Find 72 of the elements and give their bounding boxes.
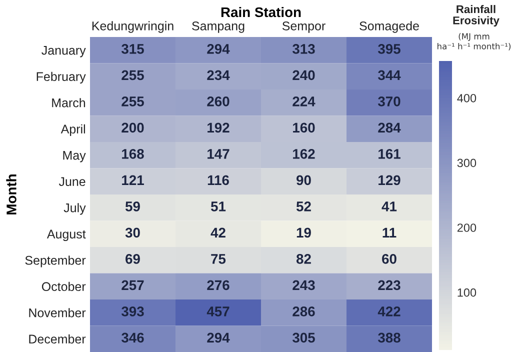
data-label: 243 [292, 280, 315, 290]
data-label: 255 [122, 96, 144, 106]
y-tick-label: December [29, 334, 86, 344]
data-label: 305 [292, 332, 315, 343]
data-label: 129 [378, 175, 400, 186]
data-label: 75 [211, 254, 226, 264]
y-tick-label: May [63, 151, 86, 162]
data-label: 313 [292, 44, 315, 54]
data-label: 51 [210, 202, 226, 212]
data-label: 240 [292, 70, 315, 80]
color-bar-title: Rainfall Erosivity [453, 5, 500, 27]
data-label: 200 [122, 122, 144, 133]
data-label: 257 [122, 280, 144, 290]
data-label: 30 [125, 228, 140, 238]
y-tick-label: June [58, 177, 86, 186]
data-label: 41 [382, 202, 397, 212]
data-label: 60 [382, 254, 396, 264]
y-tick-label: September [25, 256, 86, 268]
data-label: 286 [292, 306, 315, 316]
data-label: 223 [378, 280, 400, 290]
y-tick-label: April [60, 124, 85, 136]
color-bar-label: 400 [457, 94, 476, 102]
x-tick-label: Kedungwringin [92, 21, 174, 33]
data-label: 42 [210, 228, 226, 238]
x-axis-title: Rain Station [221, 6, 301, 18]
y-tick-label: July [64, 203, 86, 215]
text: (MJ mm ha⁻¹ h⁻¹ month⁻¹) [438, 33, 511, 50]
data-label: 52 [296, 202, 311, 212]
x-tick-label: Sempor [282, 22, 326, 33]
data-label: 344 [378, 70, 401, 80]
y-tick-label: August [46, 230, 86, 241]
y-tick-label: March [52, 98, 86, 108]
data-label: 276 [207, 280, 230, 290]
data-label: 162 [293, 149, 315, 159]
color-bar-label: 100 [458, 288, 476, 297]
y-axis-title: Month [6, 174, 16, 214]
data-label: 116 [208, 175, 229, 186]
color-bar-label: 300 [457, 158, 476, 168]
data-label: 393 [121, 306, 144, 316]
y-tick-label: October [42, 282, 86, 292]
data-label: 19 [296, 228, 311, 238]
data-label: 82 [296, 254, 311, 264]
data-label: 69 [126, 254, 140, 264]
data-label: 90 [296, 175, 311, 186]
data-label: 147 [208, 149, 230, 159]
color-bar-label: 200 [457, 224, 476, 232]
data-label: 255 [122, 70, 144, 80]
data-label: 121 [122, 175, 144, 185]
y-tick-label: February [36, 72, 86, 84]
y-tick-label: January [42, 46, 86, 58]
data-label: 395 [378, 44, 400, 54]
data-label: 294 [207, 44, 230, 54]
data-label: 59 [125, 202, 140, 212]
data-label: 260 [207, 96, 230, 106]
data-label: 168 [122, 149, 144, 159]
data-label: 294 [207, 332, 230, 343]
data-label: 234 [207, 70, 230, 80]
data-label: 370 [378, 96, 400, 106]
data-label: 224 [292, 96, 316, 106]
data-label: 160 [293, 122, 315, 133]
data-label: 315 [121, 44, 144, 54]
data-label: 388 [378, 332, 400, 343]
x-tick-label: Somagede [360, 21, 419, 33]
y-tick-label: November [29, 308, 86, 318]
data-label: 284 [378, 122, 401, 133]
data-label: 346 [121, 332, 144, 343]
x-tick-label: Sampang [192, 22, 244, 33]
data-label: 457 [206, 306, 230, 316]
data-label: 192 [208, 122, 230, 133]
data-label: 161 [378, 149, 400, 159]
data-label: 11 [382, 228, 396, 238]
data-label: 422 [378, 306, 400, 316]
